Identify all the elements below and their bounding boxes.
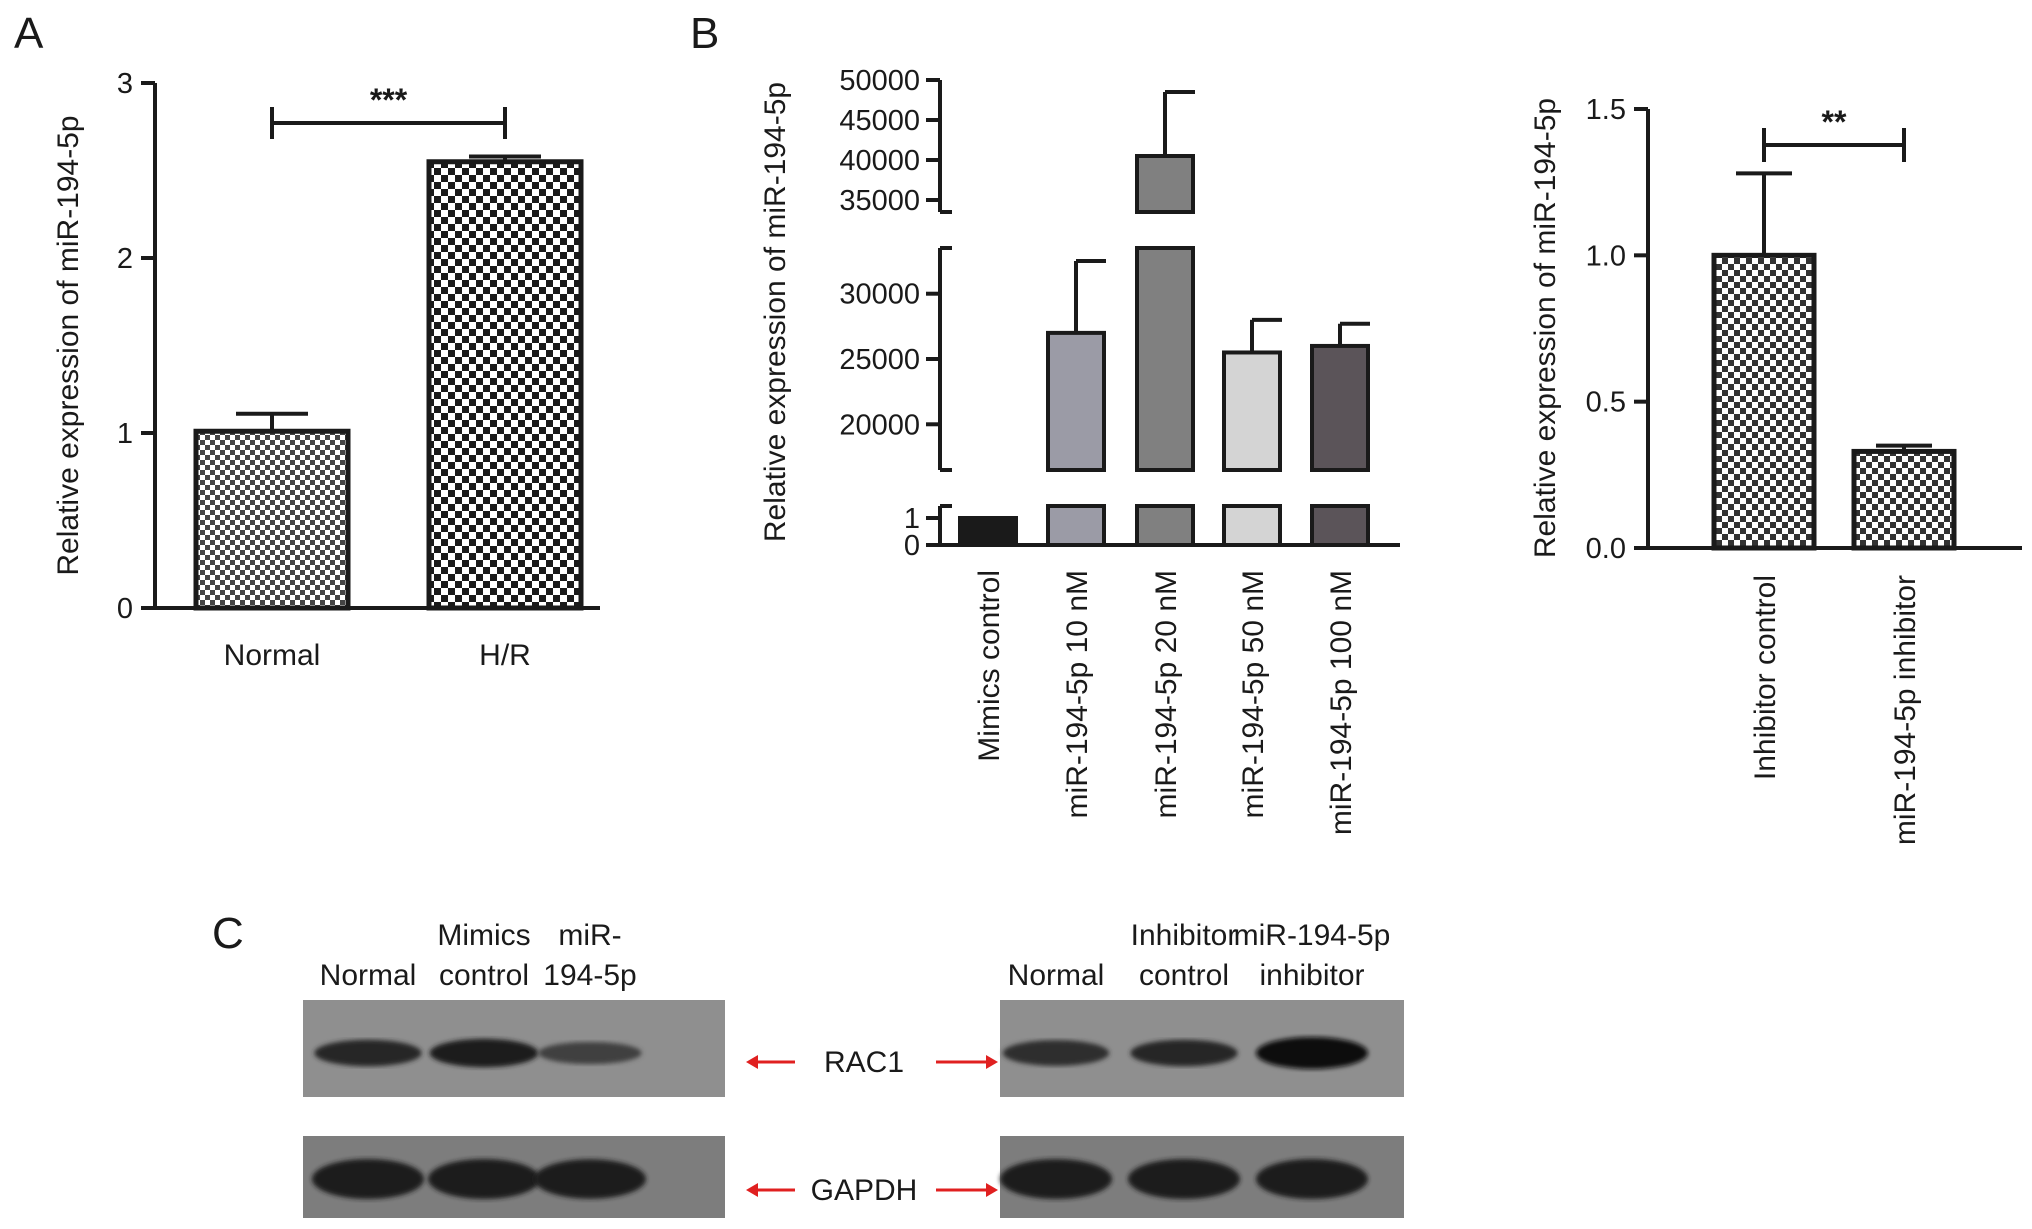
arrow-right-head — [986, 1183, 998, 1197]
y-tick-label: 1.5 — [1586, 94, 1626, 126]
y-axis-title: Relative expression of miR-194-5p — [759, 82, 792, 542]
panel-letter-a: A — [14, 9, 44, 58]
y-tick-label: 0 — [904, 530, 920, 562]
band-gapdh — [428, 1159, 540, 1199]
bar-inhibitor-control — [1711, 252, 1817, 551]
arrow-left-head — [746, 1055, 758, 1069]
bar-normal — [193, 428, 351, 611]
x-tick-label: miR-194-5p inhibitor — [1889, 575, 1922, 845]
x-tick-label: miR-194-5p 20 nM — [1150, 570, 1183, 818]
bar-mir-194-5p-50-nm-lower — [1222, 504, 1282, 547]
y-tick-label: 1.0 — [1586, 240, 1626, 272]
band-gapdh — [1000, 1159, 1112, 1199]
y-tick-label: 20000 — [839, 409, 920, 441]
y-tick-label: 0.0 — [1586, 533, 1626, 565]
y-tick-label: 1 — [117, 418, 133, 450]
bar-mir-194-5p-100-nm-lower — [1310, 504, 1370, 547]
y-axis-title: Relative expression of miR-194-5p — [1529, 98, 1562, 558]
significance-label: *** — [370, 82, 408, 118]
x-tick-label: Inhibitor control — [1749, 575, 1782, 780]
bar-mir-194-5p-10-nm-middle — [1046, 330, 1106, 472]
lane-label: miR- — [558, 919, 621, 952]
lane-label: Normal — [320, 959, 417, 992]
band-gapdh — [312, 1159, 424, 1199]
row-label-gapdh: GAPDH — [811, 1174, 918, 1207]
chart-b-inhibitor: 0.0 0.5 1.0 1.5 Inhibitor control miR-194-5p … — [1529, 94, 2022, 845]
chart-b-mimics: 01 20000 25000 30000 35000 40000 45000 50000 Mim… — [759, 65, 1400, 835]
x-tick-label: Normal — [224, 639, 321, 672]
band-rac1 — [538, 1041, 642, 1065]
lane-label: 194-5p — [543, 959, 636, 992]
significance-label: ** — [1822, 104, 1847, 140]
bar-mir-194-5p-100-nm-middle — [1310, 343, 1370, 472]
band-gapdh — [1256, 1159, 1368, 1199]
arrow-left-head — [746, 1183, 758, 1197]
y-tick-label: 35000 — [839, 185, 920, 217]
row-label-rac1: RAC1 — [824, 1046, 904, 1079]
x-tick-label: miR-194-5p 50 nM — [1237, 570, 1270, 818]
y-tick-label: 1 — [904, 503, 920, 535]
band-gapdh — [1128, 1159, 1240, 1199]
lane-label: control — [439, 959, 529, 992]
bar-mir-194-5p-50-nm-middle — [1222, 350, 1282, 472]
panel-letter-c: C — [212, 909, 244, 958]
x-tick-label: H/R — [479, 639, 531, 672]
y-tick-label: 0 — [117, 593, 133, 625]
y-tick-label: 3 — [117, 68, 133, 100]
band-rac1 — [1002, 1040, 1110, 1066]
lane-label: Mimics — [437, 919, 530, 952]
y-tick-label: 30000 — [839, 279, 920, 311]
y-axis-title: Relative expression of miR-194-5p — [52, 115, 85, 575]
lane-label: Normal — [1008, 959, 1105, 992]
lane-label: Inhibitor — [1131, 919, 1238, 952]
band-rac1 — [314, 1039, 422, 1067]
y-tick-label: 50000 — [839, 65, 920, 97]
bar-mir-194-5p-20-nm-upper — [1135, 154, 1195, 214]
lane-label: miR-194-5p — [1234, 919, 1391, 952]
y-tick-label: 25000 — [839, 344, 920, 376]
y-tick-label: 40000 — [839, 145, 920, 177]
band-rac1 — [1256, 1037, 1368, 1069]
bar-mir-194-5p-10-nm-lower — [1046, 504, 1106, 547]
bar-h-r — [426, 159, 584, 611]
band-rac1 — [1130, 1039, 1238, 1067]
band-rac1 — [429, 1038, 539, 1068]
bar-mimics-control — [958, 516, 1018, 547]
bar-mir-194-5p-20-nm-lower — [1135, 504, 1195, 547]
band-gapdh — [534, 1159, 646, 1199]
lane-label: inhibitor — [1259, 959, 1364, 992]
y-tick-label: 2 — [117, 243, 133, 275]
lane-label: control — [1139, 959, 1229, 992]
bar-mir-194-5p-inhibitor — [1851, 448, 1957, 551]
arrow-right-head — [986, 1055, 998, 1069]
y-tick-label: 0.5 — [1586, 387, 1626, 419]
chart-a: 0 1 2 3 Normal H/R *** Relative expression of m… — [52, 68, 600, 672]
panel-letter-b: B — [690, 9, 719, 58]
x-tick-label: Mimics control — [973, 570, 1006, 762]
x-tick-label: miR-194-5p 10 nM — [1061, 570, 1094, 818]
bar-mir-194-5p-20-nm-middle — [1135, 246, 1195, 472]
y-tick-label: 45000 — [839, 105, 920, 137]
x-tick-label: miR-194-5p 100 nM — [1325, 570, 1358, 835]
